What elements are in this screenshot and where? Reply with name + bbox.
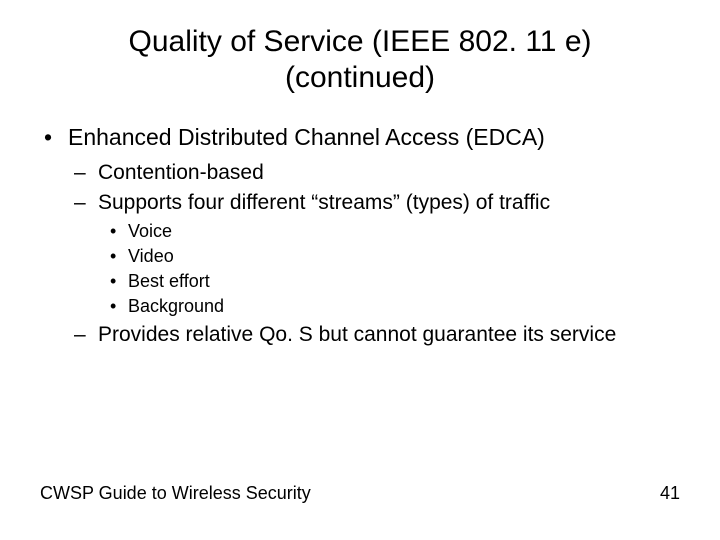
- list-item: Enhanced Distributed Channel Access (EDC…: [40, 124, 680, 347]
- slide-title: Quality of Service (IEEE 802. 11 e) (con…: [40, 24, 680, 96]
- list-item: Best effort: [104, 271, 680, 292]
- bullet-text: Supports four different “streams” (types…: [98, 191, 550, 214]
- list-item: Voice: [104, 221, 680, 242]
- bullet-text: Enhanced Distributed Channel Access (EDC…: [68, 124, 545, 150]
- bullet-text: Best effort: [128, 271, 210, 291]
- sub-sub-list: Voice Video Best effort Background: [104, 221, 680, 317]
- sub-list: Contention-based Supports four different…: [68, 161, 680, 347]
- bullet-text: Video: [128, 246, 174, 266]
- list-item: Provides relative Qo. S but cannot guara…: [68, 323, 680, 347]
- list-item: Contention-based: [68, 161, 680, 185]
- bullet-text: Contention-based: [98, 161, 264, 184]
- bullet-text: Background: [128, 296, 224, 316]
- page-number: 41: [660, 483, 680, 504]
- bullet-list: Enhanced Distributed Channel Access (EDC…: [40, 124, 680, 347]
- slide: Quality of Service (IEEE 802. 11 e) (con…: [0, 0, 720, 540]
- title-line-1: Quality of Service (IEEE 802. 11 e): [129, 25, 592, 58]
- list-item: Supports four different “streams” (types…: [68, 191, 680, 317]
- footer: CWSP Guide to Wireless Security 41: [40, 483, 680, 504]
- footer-left: CWSP Guide to Wireless Security: [40, 483, 311, 504]
- list-item: Background: [104, 296, 680, 317]
- bullet-text: Voice: [128, 221, 172, 241]
- list-item: Video: [104, 246, 680, 267]
- title-line-2: (continued): [285, 61, 435, 94]
- bullet-text: Provides relative Qo. S but cannot guara…: [98, 323, 616, 346]
